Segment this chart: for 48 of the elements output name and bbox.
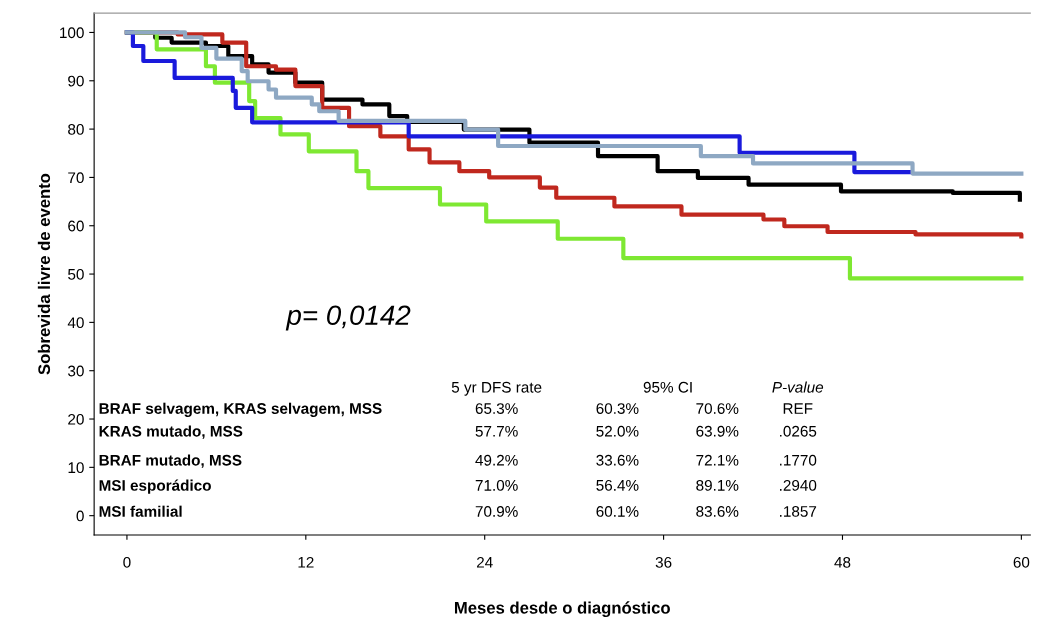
annotation: BRAF mutado, MSS [99, 454, 242, 468]
annotation: 57.7% [475, 425, 518, 437]
annotation: MSI familial [99, 505, 182, 517]
annotation: .1770 [780, 454, 817, 466]
y-tick-label: 20 [68, 413, 84, 425]
x-tick-label: 48 [834, 556, 851, 568]
annotation: 71.0% [475, 479, 518, 491]
annotation: 89.1% [696, 479, 739, 491]
y-tick-label: 100 [60, 27, 84, 39]
annotation: 95% CI [643, 381, 692, 393]
y-tick-label: 30 [68, 365, 84, 377]
annotation: .0265 [780, 425, 817, 437]
y-tick-label: 0 [76, 510, 84, 522]
x-tick-label: 24 [476, 556, 493, 568]
annotation: KRAS mutado, MSS [99, 425, 243, 439]
x-tick-label: 0 [123, 556, 131, 568]
annotation: p= 0,0142 [285, 305, 411, 331]
annotation: 60.3% [596, 403, 639, 414]
y-tick-label: 50 [68, 268, 84, 280]
x-tick-label: 12 [298, 556, 314, 568]
y-tick-label: 70 [68, 172, 84, 184]
y-tick-label: 40 [67, 317, 84, 329]
y-tick-label: 10 [68, 462, 84, 474]
annotation: 65.3% [475, 403, 518, 414]
annotation: 56.4% [596, 479, 639, 491]
annotation: .2940 [780, 479, 817, 491]
annotation: 70.6% [696, 403, 739, 414]
annotation: 49.2% [475, 454, 518, 466]
annotation: .1857 [780, 506, 817, 517]
x-tick-label: 60 [1013, 556, 1030, 568]
annotation: P-value [772, 381, 824, 393]
annotation: 83.6% [696, 506, 739, 517]
annotation: 52.0% [596, 425, 639, 437]
x-axis-title: Meses desde o diagnóstico [454, 601, 670, 618]
annotation: 70.9% [475, 506, 518, 517]
y-tick-label: 80 [68, 123, 84, 135]
annotation: REF [783, 403, 813, 414]
y-tick-label: 90 [68, 75, 84, 87]
annotation: 63.9% [696, 425, 739, 437]
y-tick-label: 60 [68, 220, 84, 232]
annotation: 60.1% [596, 506, 639, 517]
y-axis-title: Sobrevida livre de evento [37, 173, 51, 375]
x-tick-label: 36 [655, 556, 672, 568]
annotation: 72.1% [696, 454, 739, 466]
annotation: 33.6% [596, 454, 639, 466]
annotation: MSI esporádico [99, 479, 211, 494]
annotation: 5 yr DFS rate [451, 381, 542, 396]
annotation: BRAF selvagem, KRAS selvagem, MSS [99, 402, 382, 417]
